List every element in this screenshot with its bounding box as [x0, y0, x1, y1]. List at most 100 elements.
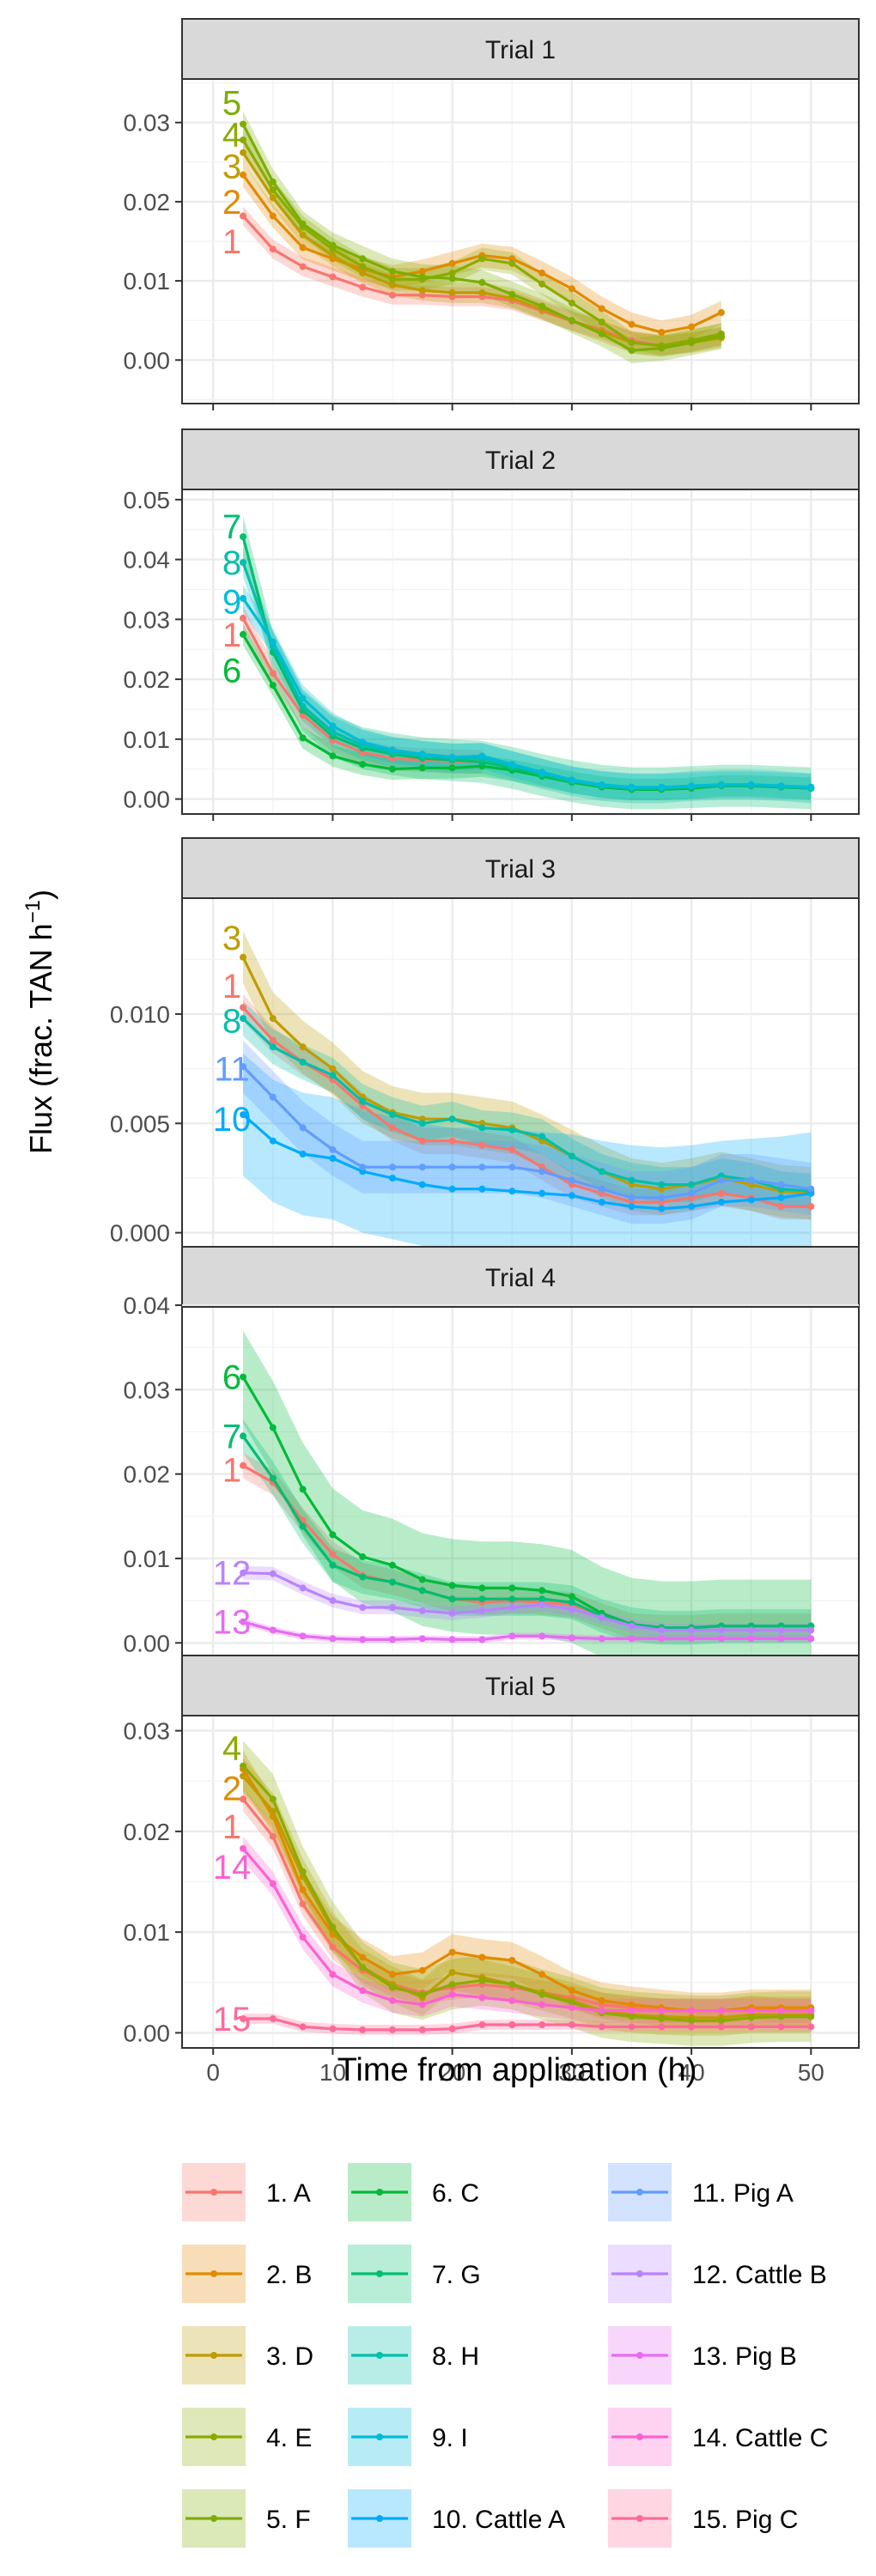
grid-lines — [182, 489, 859, 814]
data-point — [538, 1601, 546, 1608]
data-point — [568, 1176, 575, 1184]
data-point — [628, 1635, 636, 1643]
data-point — [240, 1373, 246, 1381]
data-point — [299, 244, 307, 252]
data-point — [658, 2007, 666, 2014]
y-tick-label: 0.04 — [124, 547, 171, 574]
data-point — [568, 1987, 575, 1995]
data-point — [658, 1194, 666, 1201]
data-point — [538, 1189, 546, 1197]
data-point — [448, 1969, 456, 1976]
ribbon-series-3 — [243, 931, 812, 1220]
data-point — [389, 1578, 396, 1586]
data-point — [478, 1124, 486, 1132]
data-point — [658, 329, 666, 336]
data-point — [538, 1587, 546, 1595]
y-tick-label: 0.00 — [124, 347, 171, 374]
data-point — [777, 2013, 785, 2020]
data-point — [478, 1163, 486, 1171]
legend-key-point — [636, 2270, 643, 2277]
data-point — [418, 1587, 426, 1595]
legend-key-point — [636, 2189, 643, 2196]
data-point — [240, 1844, 246, 1852]
data-point — [448, 1595, 456, 1603]
ribbon-series-11 — [243, 1040, 812, 1224]
data-point — [299, 702, 307, 710]
data-point — [508, 290, 516, 298]
data-point — [478, 1636, 486, 1643]
legend-label: 2. B — [266, 2261, 312, 2289]
series-line-9 — [241, 597, 812, 789]
data-point — [299, 263, 307, 270]
data-point — [269, 1880, 277, 1887]
panel-border — [181, 489, 860, 815]
legend-key-point — [636, 2352, 643, 2359]
y-tick-label: 0.02 — [124, 1819, 171, 1845]
data-point — [777, 1194, 785, 1201]
data-point — [568, 1593, 575, 1601]
data-point — [478, 2021, 486, 2028]
ribbon-series-6 — [243, 623, 812, 800]
data-point — [359, 283, 367, 291]
data-point — [478, 1994, 486, 2002]
legend-key-point — [210, 2433, 217, 2440]
data-point — [628, 2007, 636, 2014]
data-point — [299, 1868, 307, 1875]
x-tick-label: 30 — [558, 2059, 585, 2086]
data-point — [777, 2023, 785, 2031]
panel-3: Trial 3 3 18 11 10 0.000 0.005 0.010 — [110, 837, 860, 1257]
data-point — [269, 1570, 277, 1577]
data-point — [240, 1111, 246, 1119]
data-point — [269, 1807, 277, 1815]
data-point — [538, 280, 546, 288]
data-point — [269, 1043, 277, 1051]
data-point — [747, 1176, 755, 1184]
data-point — [299, 1151, 307, 1157]
data-point — [628, 1622, 636, 1630]
series-9 — [240, 594, 815, 791]
data-point — [628, 347, 636, 355]
legend-label: 5. F — [266, 2506, 311, 2534]
data-point — [389, 1175, 396, 1182]
data-point — [240, 2015, 246, 2022]
data-point — [538, 1133, 546, 1140]
data-point — [269, 1795, 277, 1803]
data-point — [299, 231, 307, 239]
series-15 — [240, 2015, 815, 2033]
data-point — [329, 1065, 337, 1072]
legend-item-13: 13. Pig B — [608, 2326, 797, 2385]
data-point — [240, 120, 246, 128]
data-point — [418, 1966, 426, 1974]
facet-strip-title: Trial 1 — [485, 36, 556, 64]
y-tick-label: 0.010 — [110, 1001, 170, 1028]
data-point — [329, 1531, 337, 1539]
data-point — [448, 269, 456, 276]
data-point — [359, 1573, 367, 1581]
data-point — [389, 1111, 396, 1119]
data-point — [538, 1168, 546, 1176]
data-point — [389, 1984, 396, 1991]
data-point — [628, 2013, 636, 2020]
series-line-1 — [241, 1006, 812, 1208]
data-point — [389, 1996, 396, 2004]
data-point — [359, 2026, 367, 2033]
data-point — [329, 752, 337, 760]
data-point — [717, 1189, 725, 1197]
data-point — [418, 291, 426, 299]
data-point — [418, 1163, 426, 1171]
data-point — [538, 1990, 546, 1998]
data-point — [389, 1124, 396, 1132]
data-point — [299, 734, 307, 742]
data-point — [538, 269, 546, 276]
data-point — [538, 1632, 546, 1640]
data-point — [240, 1432, 246, 1440]
data-point — [448, 1582, 456, 1589]
data-point — [299, 1584, 307, 1592]
series-4 — [240, 1762, 815, 2025]
data-point — [389, 746, 396, 754]
legend-label: 10. Cattle A — [432, 2506, 565, 2534]
data-point — [329, 1155, 337, 1162]
data-point — [359, 263, 367, 270]
series-label-1: 1 — [222, 223, 241, 261]
